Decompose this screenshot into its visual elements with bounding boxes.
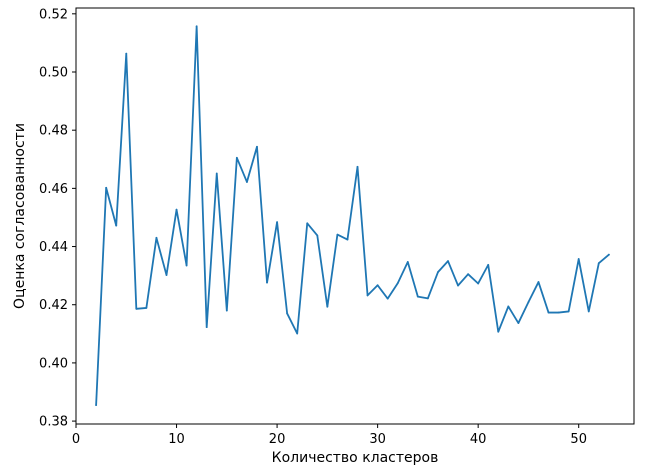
data-point bbox=[205, 326, 208, 329]
data-point bbox=[406, 261, 409, 263]
data-points bbox=[95, 25, 610, 406]
x-tick-label: 20 bbox=[269, 432, 286, 447]
data-point bbox=[467, 273, 470, 276]
y-tick-label: 0.50 bbox=[39, 66, 68, 81]
x-tick-label: 0 bbox=[72, 432, 80, 447]
data-point bbox=[105, 186, 108, 189]
y-axis: 0.38 0.40 0.42 0.44 0.46 0.48 0.50 0.52 bbox=[39, 7, 76, 430]
data-point bbox=[396, 282, 399, 285]
y-tick-label: 0.40 bbox=[39, 356, 68, 371]
data-point bbox=[517, 322, 520, 324]
x-axis-label: Количество кластеров bbox=[272, 450, 439, 466]
data-point bbox=[276, 221, 278, 224]
y-tick-label: 0.44 bbox=[39, 240, 68, 255]
data-point bbox=[95, 404, 98, 406]
data-point bbox=[135, 307, 138, 310]
data-point bbox=[356, 165, 359, 168]
data-point bbox=[547, 311, 550, 314]
data-point bbox=[457, 284, 459, 287]
data-point bbox=[527, 301, 530, 304]
data-point bbox=[165, 274, 168, 276]
data-point bbox=[306, 222, 309, 225]
data-point bbox=[537, 281, 540, 283]
x-tick-label: 50 bbox=[570, 432, 587, 447]
data-point bbox=[235, 156, 238, 159]
data-point bbox=[326, 305, 329, 308]
y-tick-label: 0.52 bbox=[39, 7, 68, 22]
data-point bbox=[497, 330, 500, 333]
data-point bbox=[376, 284, 379, 287]
data-point bbox=[215, 172, 218, 175]
data-point bbox=[416, 295, 419, 298]
data-point bbox=[346, 238, 349, 241]
x-tick-label: 30 bbox=[369, 432, 386, 447]
data-point bbox=[557, 311, 560, 314]
data-point bbox=[597, 262, 600, 265]
data-point bbox=[256, 145, 258, 148]
data-point bbox=[125, 52, 128, 55]
data-point bbox=[437, 271, 439, 274]
data-point bbox=[487, 263, 490, 266]
y-tick-label: 0.38 bbox=[39, 415, 68, 430]
data-point bbox=[447, 260, 449, 262]
y-tick-label: 0.46 bbox=[39, 182, 68, 197]
data-point bbox=[185, 264, 188, 267]
plot-area bbox=[75, 7, 635, 425]
data-point bbox=[145, 307, 148, 309]
data-point bbox=[577, 258, 580, 260]
data-point bbox=[567, 310, 570, 313]
data-point bbox=[225, 309, 228, 312]
data-point bbox=[296, 332, 299, 335]
y-tick-label: 0.42 bbox=[39, 298, 68, 313]
data-point bbox=[426, 297, 429, 300]
data-point bbox=[336, 233, 339, 236]
data-point bbox=[175, 208, 178, 211]
data-point bbox=[507, 305, 510, 308]
y-tick-label: 0.48 bbox=[39, 124, 68, 139]
data-point bbox=[246, 181, 248, 183]
data-point bbox=[266, 281, 268, 284]
data-point bbox=[316, 234, 319, 237]
data-point bbox=[155, 236, 158, 239]
data-point bbox=[386, 297, 389, 300]
data-point bbox=[115, 224, 118, 227]
x-axis: 0 10 20 30 40 50 bbox=[72, 424, 587, 447]
data-point bbox=[195, 25, 198, 28]
data-point bbox=[587, 310, 590, 313]
x-tick-label: 40 bbox=[470, 432, 487, 447]
series-line bbox=[95, 25, 610, 406]
data-point bbox=[607, 253, 610, 256]
y-axis-label: Оценка согласованности bbox=[12, 123, 28, 309]
data-point bbox=[366, 294, 369, 297]
x-tick-label: 10 bbox=[168, 432, 185, 447]
data-point bbox=[477, 282, 480, 285]
data-point bbox=[286, 312, 289, 315]
